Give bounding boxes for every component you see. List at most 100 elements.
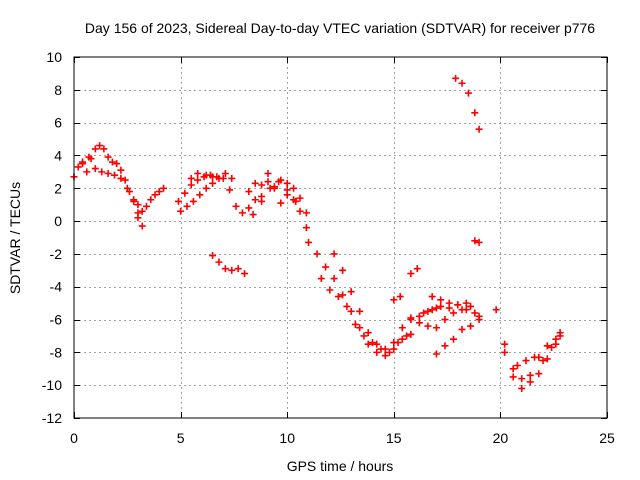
y-tick-label: -6 (50, 312, 63, 328)
data-point (543, 342, 551, 350)
data-point (513, 361, 521, 369)
data-point (245, 188, 253, 196)
data-point (467, 302, 475, 310)
series-track-21 (471, 237, 483, 246)
data-point (194, 176, 202, 184)
series-track-7 (209, 252, 249, 278)
data-point (531, 353, 539, 361)
data-point (104, 153, 112, 161)
series-track-4 (174, 171, 246, 217)
data-point (360, 332, 368, 340)
data-point (100, 145, 108, 153)
data-point (251, 196, 259, 204)
data-point (407, 330, 415, 338)
data-point (104, 170, 112, 178)
series-track-1 (70, 142, 142, 217)
data-point (296, 194, 304, 202)
data-point (501, 340, 509, 348)
data-point (266, 184, 274, 192)
data-point (458, 325, 466, 333)
chart-title: Day 156 of 2023, Sidereal Day-to-day VTE… (85, 20, 595, 36)
data-point (305, 238, 313, 246)
data-point (343, 302, 351, 310)
data-point (441, 316, 449, 324)
data-point (420, 309, 428, 317)
data-point (85, 153, 93, 161)
plot-frame (73, 56, 608, 419)
data-point (398, 335, 406, 343)
data-point (151, 191, 159, 199)
data-point (313, 250, 321, 258)
y-tick-label: -12 (42, 410, 62, 426)
data-point (96, 142, 104, 150)
data-point (467, 322, 475, 330)
data-point (398, 324, 406, 332)
data-point (432, 350, 440, 358)
x-axis-label: GPS time / hours (287, 458, 394, 474)
data-point (351, 320, 359, 328)
data-point (356, 324, 364, 332)
data-point (249, 211, 257, 219)
data-point (390, 339, 398, 347)
data-point (275, 178, 283, 186)
data-point (232, 202, 240, 210)
data-point (209, 179, 217, 187)
data-point (539, 357, 547, 365)
series-track-10 (249, 178, 300, 219)
data-point (189, 197, 197, 205)
series-track-24 (513, 343, 556, 369)
data-point (234, 265, 242, 273)
data-point (251, 179, 259, 187)
data-point (364, 329, 372, 337)
data-point (407, 270, 415, 278)
data-point (283, 179, 291, 187)
data-point (424, 307, 432, 315)
data-point (113, 160, 121, 168)
data-point (147, 196, 155, 204)
data-point (258, 192, 266, 200)
data-point (347, 307, 355, 315)
data-point (155, 188, 163, 196)
data-point (522, 357, 530, 365)
data-point (428, 293, 436, 301)
data-point (117, 166, 125, 174)
data-point (194, 170, 202, 178)
data-point (475, 316, 483, 324)
series-track-18 (428, 293, 470, 309)
data-point (396, 293, 404, 301)
data-point (334, 293, 342, 301)
data-point (91, 165, 99, 173)
data-point (424, 322, 432, 330)
data-point (74, 163, 82, 171)
data-point (228, 174, 236, 182)
data-point (202, 184, 210, 192)
data-point (123, 184, 131, 192)
data-point (238, 209, 246, 217)
series-track-15 (407, 265, 421, 278)
data-point (183, 202, 191, 210)
data-point (373, 340, 381, 348)
series-track-6 (187, 170, 217, 182)
y-tick-label: -4 (50, 279, 63, 295)
data-point (526, 371, 534, 379)
data-point (245, 204, 253, 212)
data-point (138, 207, 146, 215)
data-point (390, 296, 398, 304)
data-point (415, 312, 423, 320)
data-point (283, 186, 291, 194)
data-point (108, 158, 116, 166)
data-point (138, 222, 146, 230)
data-point (187, 174, 195, 182)
data-point (142, 202, 150, 210)
data-point (407, 314, 415, 322)
series-track-11 (305, 238, 415, 360)
data-point (209, 252, 217, 260)
data-point (226, 186, 234, 194)
data-point (437, 302, 445, 310)
tick-labels: 0 5 10 15 20 25 -12 -10 -8 -6 -4 -2 0 2 4 6 8 10 (42, 49, 615, 446)
data-point (449, 335, 457, 343)
series-track-2 (79, 153, 146, 230)
data-point (415, 319, 423, 327)
data-point (432, 324, 440, 332)
